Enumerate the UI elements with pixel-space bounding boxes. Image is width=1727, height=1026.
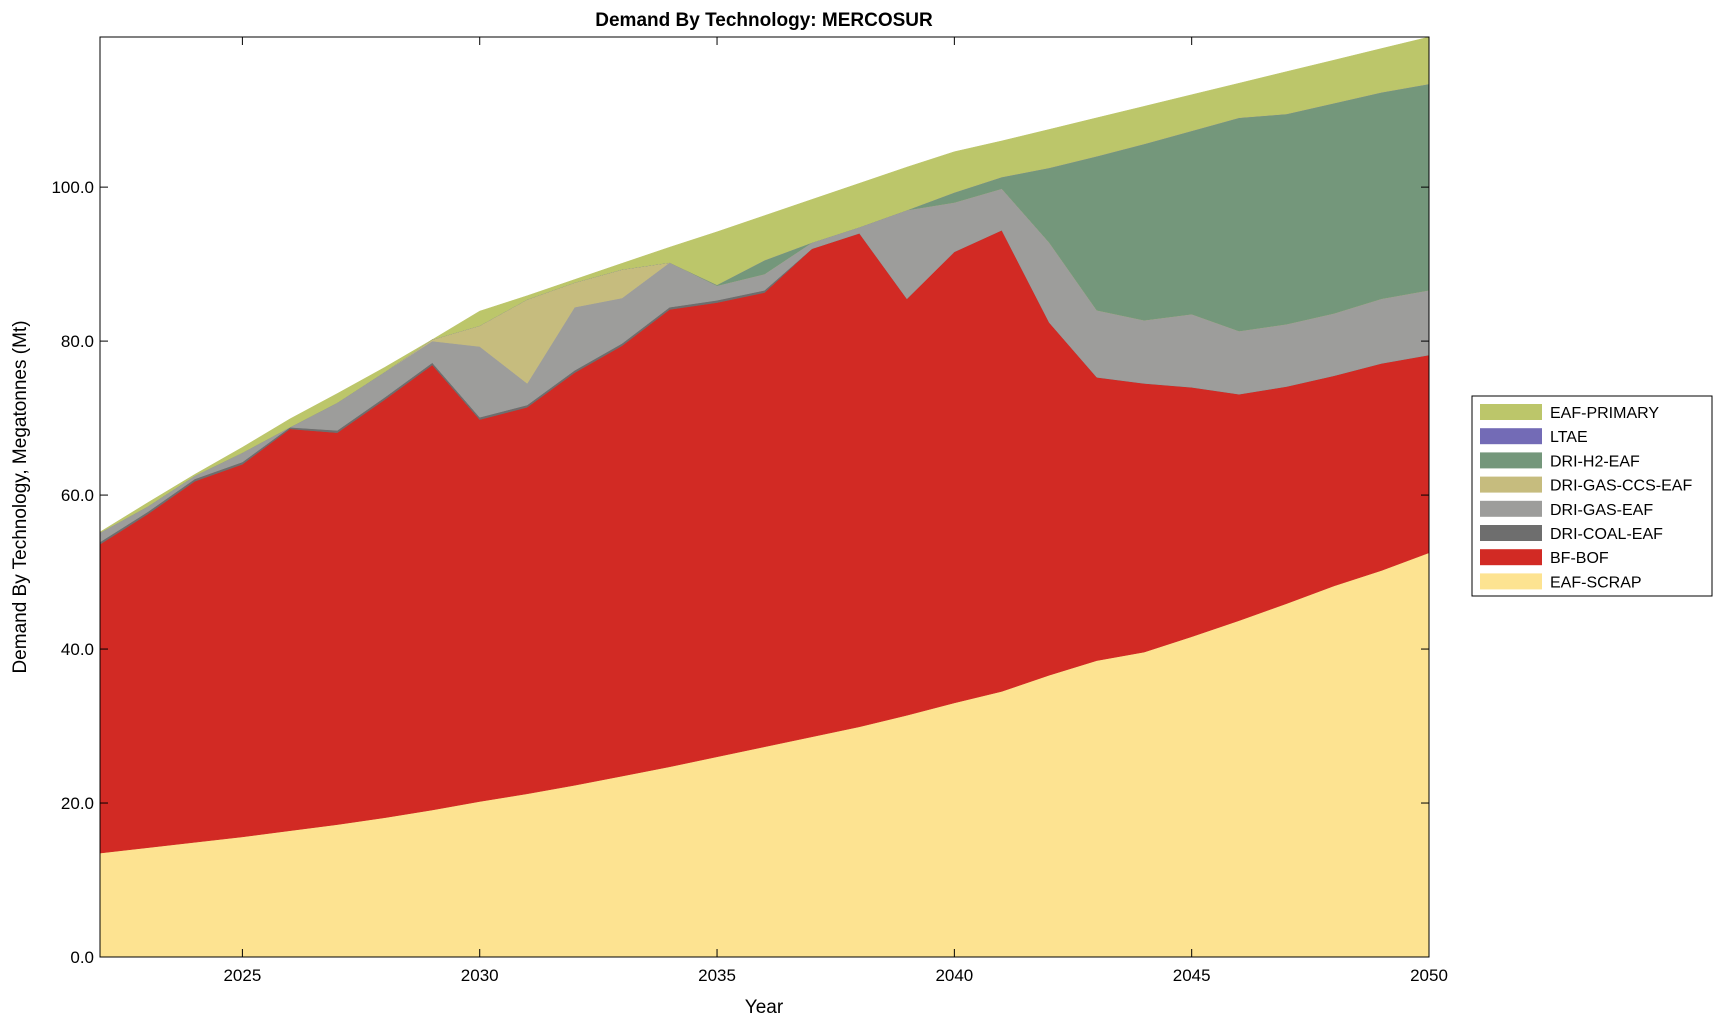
legend-swatch (1480, 500, 1542, 517)
x-tick-label: 2035 (698, 966, 736, 985)
area-layer (99, 36, 1430, 958)
y-tick-label: 80.0 (61, 332, 94, 351)
y-tick-label: 40.0 (61, 640, 94, 659)
x-tick-label: 2050 (1410, 966, 1448, 985)
legend-swatch (1480, 404, 1542, 420)
x-tick-label: 2025 (223, 966, 261, 985)
legend-item-eaf-primary: EAF-PRIMARY (1480, 404, 1659, 422)
legend-item-dri-coal-eaf: DRI-COAL-EAF (1480, 525, 1663, 543)
legend-label: DRI-COAL-EAF (1550, 526, 1663, 543)
x-tick-label: 2030 (461, 966, 499, 985)
legend-label: DRI-GAS-EAF (1550, 502, 1653, 519)
legend-label: DRI-H2-EAF (1550, 453, 1640, 470)
legend-item-dri-gas-eaf: DRI-GAS-EAF (1480, 500, 1653, 519)
y-tick-label: 20.0 (61, 794, 94, 813)
legend-item-dri-gas-ccs-eaf: DRI-GAS-CCS-EAF (1480, 476, 1692, 495)
legend-item-eaf-scrap: EAF-SCRAP (1480, 573, 1642, 591)
legend-label: EAF-PRIMARY (1550, 405, 1659, 422)
legend-item-bf-bof: BF-BOF (1480, 549, 1609, 567)
legend-swatch (1480, 452, 1542, 469)
legend-item-ltae: LTAE (1480, 428, 1588, 446)
legend-item-dri-h2-eaf: DRI-H2-EAF (1480, 452, 1640, 470)
plot-frame (99, 36, 1430, 958)
x-tick-label: 2045 (1173, 966, 1211, 985)
y-tick-label: 60.0 (61, 486, 94, 505)
legend-swatch (1480, 573, 1542, 590)
y-tick-label: 0.0 (70, 948, 94, 967)
chart-title: Demand By Technology: MERCOSUR (595, 10, 933, 31)
legend-swatch (1480, 525, 1542, 541)
legend-label: EAF-SCRAP (1550, 574, 1642, 591)
legend-label: LTAE (1550, 429, 1588, 446)
y-axis-label: Demand By Technology, Megatonnes (Mt) (10, 320, 31, 673)
x-tick-label: 2040 (935, 966, 973, 985)
y-tick-label: 100.0 (51, 178, 94, 197)
x-axis-label: Year (745, 997, 784, 1018)
legend-swatch (1480, 476, 1542, 493)
legend-swatch (1480, 428, 1542, 445)
legend-label: BF-BOF (1550, 550, 1609, 567)
legend-swatch (1480, 549, 1542, 566)
tick-layer: 2025 2030 2035 2040 2045 2050 0.0 20.0 40.0 60.0 8… (51, 37, 1448, 985)
legend-label: DRI-GAS-CCS-EAF (1550, 478, 1692, 495)
legend: EAF-PRIMARY LTAE DRI-H2-EAF DRI-GAS-CCS-EAF… (1471, 395, 1713, 597)
